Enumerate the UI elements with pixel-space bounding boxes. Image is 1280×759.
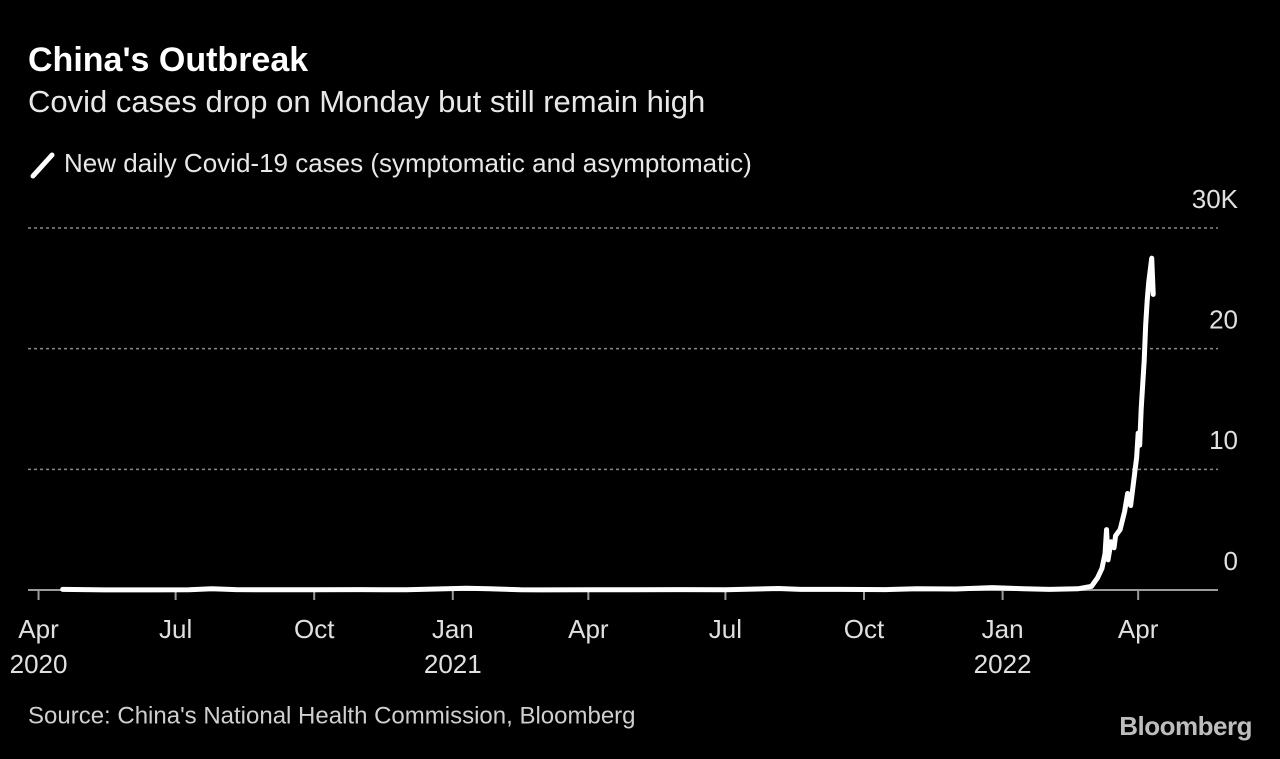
x-tick-label: Oct <box>844 614 885 644</box>
y-tick-label: 30K <box>1192 184 1239 214</box>
x-tick-label: Jan <box>982 614 1024 644</box>
x-tick-label: 2021 <box>424 649 482 679</box>
x-tick-label: 2020 <box>10 649 68 679</box>
x-tick-label: Jan <box>432 614 474 644</box>
brand-logo: Bloomberg <box>1119 711 1252 741</box>
x-tick-label: Apr <box>18 614 59 644</box>
legend-label: New daily Covid-19 cases (symptomatic an… <box>64 148 752 178</box>
x-tick-label: Apr <box>568 614 609 644</box>
x-tick-label: Jul <box>159 614 192 644</box>
y-tick-label: 0 <box>1224 546 1238 576</box>
x-tick-label: Oct <box>294 614 335 644</box>
chart-subtitle: Covid cases drop on Monday but still rem… <box>28 84 705 119</box>
x-tick-label: 2022 <box>974 649 1032 679</box>
x-tick-label: Apr <box>1118 614 1159 644</box>
chart-title: China's Outbreak <box>28 41 308 79</box>
legend-swatch <box>30 152 55 179</box>
source: Source: China's National Health Commissi… <box>28 702 636 729</box>
data-line <box>60 255 1156 593</box>
y-tick-label: 20 <box>1209 305 1238 335</box>
x-tick-label: Jul <box>709 614 742 644</box>
y-tick-label: 10 <box>1209 425 1238 455</box>
